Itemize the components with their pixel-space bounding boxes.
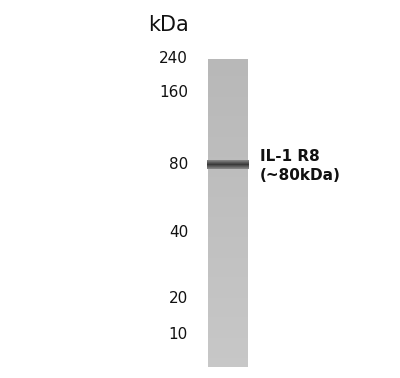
Text: 160: 160 bbox=[159, 85, 188, 100]
Text: kDa: kDa bbox=[148, 15, 188, 35]
Text: 10: 10 bbox=[169, 327, 188, 342]
Text: 80: 80 bbox=[169, 157, 188, 172]
Text: IL-1 R8: IL-1 R8 bbox=[260, 149, 320, 164]
Text: 240: 240 bbox=[159, 51, 188, 66]
Text: (~80kDa): (~80kDa) bbox=[260, 168, 341, 183]
Text: 20: 20 bbox=[169, 291, 188, 306]
Text: 40: 40 bbox=[169, 225, 188, 240]
